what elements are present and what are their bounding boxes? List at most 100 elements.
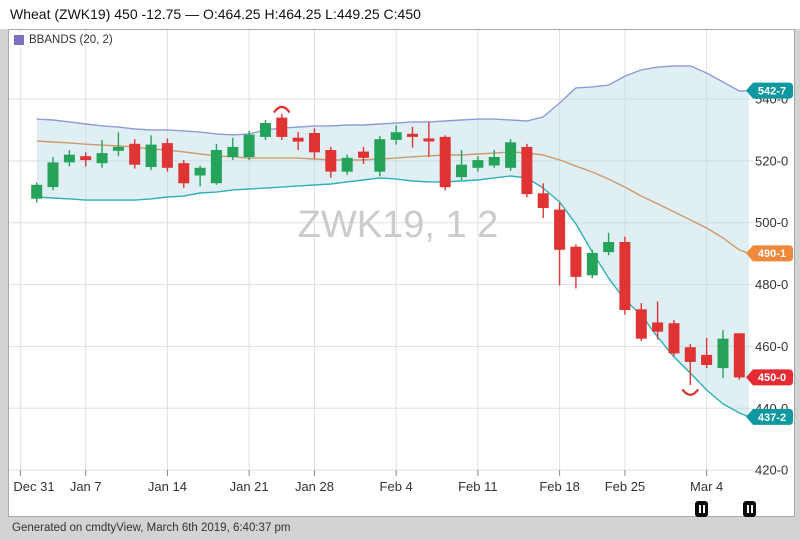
candle-body bbox=[505, 142, 517, 168]
candle-body bbox=[668, 323, 680, 354]
bbands-swatch-icon bbox=[14, 35, 24, 45]
candle-body bbox=[260, 123, 271, 137]
candle bbox=[684, 344, 696, 386]
candle bbox=[227, 137, 239, 161]
candle-body bbox=[652, 322, 664, 332]
candle bbox=[652, 301, 664, 340]
price-chart: ZWK19, 1 2 540-0520-0500-0480-0460-0440-… bbox=[9, 30, 793, 494]
price-badge: 450-0 bbox=[746, 369, 793, 386]
candle bbox=[668, 320, 680, 357]
candle-body bbox=[96, 153, 108, 164]
x-axis-label: Feb 4 bbox=[380, 479, 413, 494]
candle-body bbox=[292, 137, 304, 142]
price-badge: 542-7 bbox=[746, 82, 793, 99]
candle-body bbox=[439, 136, 451, 188]
price-badge-shape bbox=[746, 245, 793, 262]
candle-body bbox=[227, 146, 239, 157]
y-axis-label: 420-0 bbox=[755, 463, 788, 478]
candle bbox=[570, 244, 582, 289]
x-axis-label: Jan 7 bbox=[70, 479, 102, 494]
candle-body bbox=[456, 164, 467, 178]
swing-high-marker-icon bbox=[273, 105, 291, 113]
candle bbox=[194, 165, 206, 187]
candle-body bbox=[407, 133, 418, 137]
candle bbox=[276, 113, 288, 140]
candle-body bbox=[341, 157, 353, 172]
x-axis-label: Dec 31 bbox=[13, 479, 54, 494]
candle-body bbox=[325, 150, 337, 172]
candle-body bbox=[603, 242, 615, 253]
chart-title: Wheat (ZWK19) 450 -12.75 — O:464.25 H:46… bbox=[10, 6, 421, 22]
candle-body bbox=[586, 252, 598, 276]
candle bbox=[145, 135, 157, 171]
candle bbox=[243, 130, 255, 161]
candle bbox=[619, 236, 631, 315]
candle-body bbox=[733, 333, 745, 378]
candle bbox=[423, 122, 435, 157]
candle-body bbox=[210, 150, 222, 184]
candle-body bbox=[63, 154, 75, 163]
candle bbox=[31, 182, 43, 203]
candle bbox=[603, 232, 615, 256]
candle bbox=[47, 156, 59, 191]
candle bbox=[292, 132, 304, 151]
candle bbox=[325, 146, 337, 178]
candle bbox=[63, 150, 75, 167]
time-axis-drag-handle-icon[interactable] bbox=[695, 501, 708, 517]
candle-body bbox=[570, 246, 582, 277]
candle-body bbox=[684, 347, 696, 362]
candle-body bbox=[554, 209, 566, 250]
candle bbox=[96, 139, 108, 168]
candle bbox=[112, 132, 124, 157]
candle-body bbox=[717, 338, 729, 369]
candle bbox=[701, 337, 713, 369]
y-axis-label: 520-0 bbox=[755, 153, 788, 168]
candle bbox=[472, 156, 484, 172]
price-badge-label: 542-7 bbox=[758, 86, 786, 98]
candle-body bbox=[145, 144, 157, 167]
candle bbox=[374, 136, 386, 177]
candle bbox=[537, 183, 549, 219]
candle bbox=[260, 119, 271, 140]
price-badge-label: 437-2 bbox=[758, 412, 786, 424]
x-axis-label: Jan 28 bbox=[295, 479, 334, 494]
candle-body bbox=[309, 133, 320, 153]
bollinger-upper-line bbox=[36, 65, 750, 136]
candle bbox=[390, 125, 402, 145]
candle-body bbox=[390, 132, 402, 140]
candle-body bbox=[129, 143, 141, 165]
swing-low-marker-icon bbox=[681, 388, 699, 396]
candle-body bbox=[619, 242, 631, 310]
price-badge-shape bbox=[746, 369, 793, 386]
candle-body bbox=[47, 162, 59, 188]
chart-background-layer bbox=[9, 30, 753, 471]
bbands-label: BBANDS (20, 2) bbox=[29, 34, 113, 46]
generated-timestamp: Generated on cmdtyView, March 6th 2019, … bbox=[12, 522, 291, 534]
candle-body bbox=[635, 309, 647, 339]
candle-body bbox=[488, 157, 500, 166]
candle-body bbox=[80, 156, 92, 161]
candle bbox=[554, 202, 566, 286]
candle bbox=[717, 330, 729, 379]
candle bbox=[733, 333, 745, 380]
y-axis-label: 460-0 bbox=[755, 339, 788, 354]
candle-body bbox=[701, 354, 713, 365]
candle-body bbox=[472, 160, 484, 168]
candle-body bbox=[243, 134, 255, 157]
x-axis-label: Feb 25 bbox=[605, 479, 645, 494]
price-badge-label: 450-0 bbox=[758, 372, 786, 384]
footer-bar: Generated on cmdtyView, March 6th 2019, … bbox=[0, 518, 800, 540]
candle bbox=[488, 150, 500, 168]
candle bbox=[407, 126, 418, 148]
indicator-legend: BBANDS (20, 2) bbox=[14, 34, 113, 46]
x-axis-label: Mar 4 bbox=[690, 479, 723, 494]
watermark: ZWK19, 1 2 bbox=[298, 204, 499, 246]
candle-body bbox=[358, 151, 369, 158]
candle bbox=[635, 303, 647, 341]
candle-body bbox=[276, 117, 288, 137]
candle-body bbox=[194, 167, 206, 176]
x-axis-label: Feb 18 bbox=[539, 479, 579, 494]
time-axis-drag-handle-icon[interactable] bbox=[743, 501, 756, 517]
chart-panel: ZWK19, 1 2 540-0 520-0 500-0 480-0 460-0 440-… bbox=[8, 29, 795, 517]
